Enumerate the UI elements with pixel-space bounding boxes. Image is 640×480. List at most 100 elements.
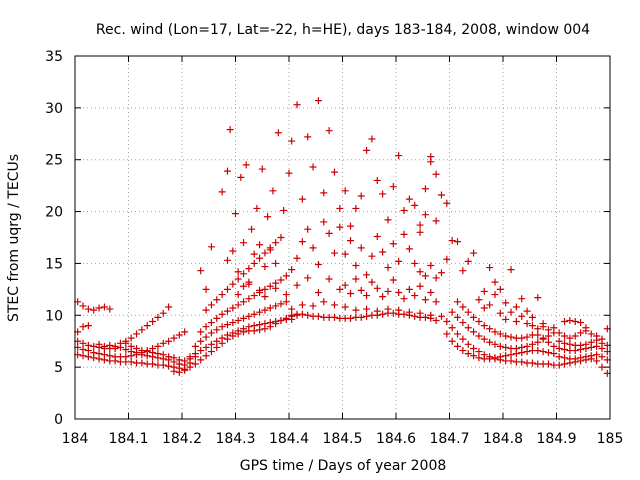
data-point — [288, 266, 296, 274]
data-point — [272, 239, 280, 247]
data-point — [363, 146, 371, 154]
data-point — [518, 295, 526, 303]
data-point — [240, 239, 248, 247]
data-point — [218, 310, 226, 318]
data-point — [282, 291, 290, 299]
data-point — [534, 338, 542, 346]
data-point — [571, 318, 579, 326]
data-point — [261, 285, 269, 293]
data-point — [561, 354, 569, 362]
data-point — [577, 319, 585, 327]
data-point — [223, 285, 231, 293]
x-tick-label: 185 — [597, 431, 624, 447]
data-point — [454, 330, 462, 338]
data-point — [234, 275, 242, 283]
data-point — [459, 303, 467, 311]
data-point — [555, 329, 563, 337]
data-point — [539, 334, 547, 342]
data-point — [571, 355, 579, 363]
data-point — [475, 354, 483, 362]
data-point — [207, 329, 215, 337]
data-point — [416, 268, 424, 276]
data-point — [561, 339, 569, 347]
data-point — [400, 207, 408, 215]
data-point — [341, 187, 349, 195]
data-point — [213, 337, 221, 345]
data-point — [165, 353, 173, 361]
data-point — [223, 307, 231, 315]
data-point — [232, 210, 239, 218]
data-point — [486, 264, 494, 272]
data-point — [475, 348, 483, 356]
data-point — [258, 165, 266, 173]
data-point — [272, 284, 280, 292]
data-point — [207, 319, 215, 327]
data-point — [491, 340, 499, 348]
x-tick-label: 184.9 — [536, 431, 576, 447]
data-point — [432, 316, 440, 324]
data-point — [282, 272, 290, 280]
data-point — [512, 344, 520, 352]
data-point — [229, 319, 237, 327]
data-point — [539, 348, 547, 356]
data-point — [480, 287, 488, 295]
data-point — [561, 332, 569, 340]
data-points — [74, 97, 611, 377]
data-point — [256, 286, 264, 294]
data-point — [245, 312, 253, 320]
data-point — [507, 351, 515, 359]
data-point — [502, 352, 510, 360]
x-tick-label: 184.3 — [215, 431, 255, 447]
x-tick-label: 184.5 — [322, 431, 362, 447]
grid-lines — [75, 56, 610, 419]
data-point — [266, 282, 274, 290]
data-point — [561, 346, 569, 354]
data-point — [363, 271, 371, 279]
data-point — [298, 301, 306, 309]
data-point — [528, 313, 536, 321]
data-point — [90, 354, 98, 362]
data-point — [181, 366, 189, 374]
data-point — [491, 291, 499, 299]
data-point — [175, 368, 183, 376]
data-point — [133, 344, 141, 352]
data-point — [486, 338, 494, 346]
data-point — [213, 326, 221, 334]
data-point — [464, 257, 472, 265]
data-point — [240, 270, 248, 278]
data-point — [347, 290, 355, 298]
data-point — [143, 348, 151, 356]
data-point — [330, 301, 338, 309]
data-point — [363, 292, 371, 300]
data-point — [288, 137, 296, 145]
data-point — [90, 306, 98, 314]
y-axis: 0 5 10 15 20 25 30 35 — [45, 49, 610, 428]
data-point — [277, 276, 285, 284]
data-point — [593, 351, 601, 359]
data-point — [470, 328, 478, 336]
data-point — [186, 353, 194, 361]
data-point — [459, 319, 467, 327]
data-point — [357, 244, 365, 252]
data-point — [395, 306, 403, 314]
data-point — [368, 252, 376, 260]
data-point — [486, 325, 494, 333]
data-point — [234, 291, 242, 299]
data-point — [443, 199, 451, 207]
data-point — [427, 153, 435, 161]
data-point — [491, 328, 499, 336]
data-point — [165, 337, 173, 345]
data-point — [496, 353, 504, 361]
data-point — [197, 347, 205, 355]
data-point — [566, 316, 574, 324]
data-point — [421, 185, 429, 193]
data-point — [379, 248, 387, 256]
data-point — [507, 308, 515, 316]
data-point — [459, 335, 467, 343]
data-point — [384, 287, 392, 295]
data-point — [373, 176, 381, 184]
data-point — [518, 343, 526, 351]
data-point — [234, 316, 242, 324]
data-point — [106, 341, 114, 349]
data-point — [341, 281, 349, 289]
